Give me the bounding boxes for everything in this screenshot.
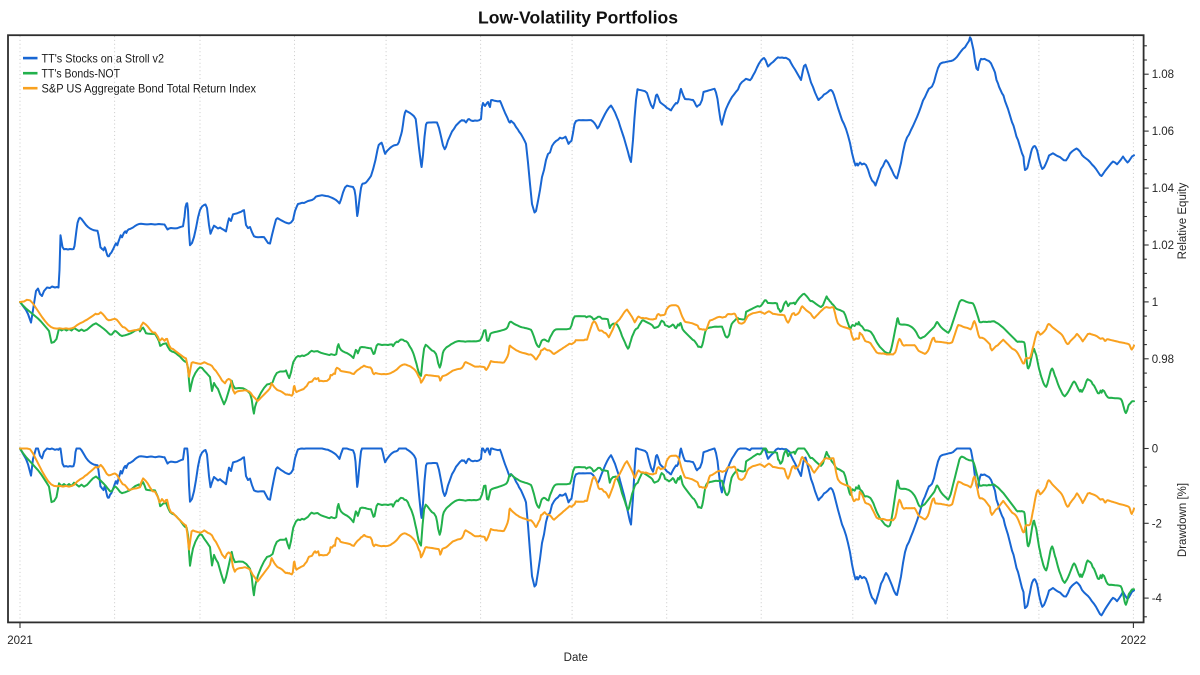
svg-text:1.06: 1.06 xyxy=(1152,126,1174,138)
svg-text:-4: -4 xyxy=(1152,593,1163,605)
svg-text:TT's Stocks on a Stroll v2: TT's Stocks on a Stroll v2 xyxy=(42,51,165,65)
svg-text:S&P US Aggregate Bond Total Re: S&P US Aggregate Bond Total Return Index xyxy=(42,81,257,95)
svg-text:2022: 2022 xyxy=(1121,635,1147,647)
svg-text:1.02: 1.02 xyxy=(1152,240,1174,252)
svg-text:1: 1 xyxy=(1152,297,1158,309)
svg-text:Relative Equity: Relative Equity xyxy=(1177,182,1189,259)
svg-text:Date: Date xyxy=(564,652,588,664)
svg-text:0.98: 0.98 xyxy=(1152,354,1174,366)
svg-text:Drawdown [%]: Drawdown [%] xyxy=(1177,483,1189,557)
svg-text:TT's Bonds-NOT: TT's Bonds-NOT xyxy=(42,66,121,80)
svg-text:1.08: 1.08 xyxy=(1152,69,1174,81)
svg-text:0: 0 xyxy=(1152,444,1158,456)
svg-text:Low-Volatility Portfolios: Low-Volatility Portfolios xyxy=(478,8,678,28)
svg-text:2021: 2021 xyxy=(7,635,33,647)
svg-text:-2: -2 xyxy=(1152,518,1162,530)
svg-text:1.04: 1.04 xyxy=(1152,183,1175,195)
